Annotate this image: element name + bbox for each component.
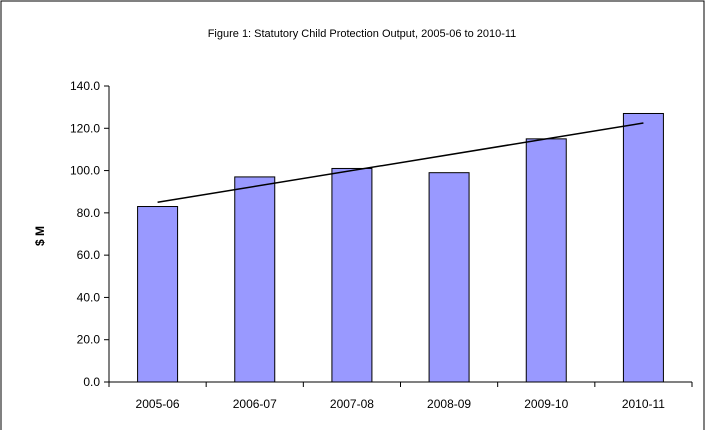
bar-2009-10: [525, 138, 567, 383]
x-tick-label: 2010-11: [622, 397, 665, 411]
bar-series: [137, 112, 664, 383]
y-tick-label: 120.0: [70, 121, 100, 135]
chart-title: Figure 1: Statutory Child Protection Out…: [208, 28, 517, 40]
y-tick-label: 100.0: [70, 164, 100, 178]
x-tick-label: 2005-06: [136, 397, 180, 411]
bar-2007-08: [331, 167, 373, 383]
bar-2006-07: [234, 176, 276, 383]
bar-2008-09: [428, 172, 470, 383]
y-tick-label: 40.0: [77, 290, 101, 304]
x-axis: 2005-06 2006-07 2007-08 2008-09 2009-10 2010-…: [108, 381, 693, 411]
trendline: [157, 122, 644, 204]
x-tick-label: 2009-10: [524, 397, 568, 411]
x-tick-label: 2007-08: [330, 397, 374, 411]
trendline-group: [157, 122, 644, 204]
y-tick-label: 60.0: [77, 248, 101, 262]
y-axis: 0.0 20.0 40.0 60.0 80.0 100.0 120.0 140.0: [70, 79, 110, 389]
y-axis-label: $ M: [33, 226, 47, 246]
y-tick-label: 140.0: [70, 79, 100, 93]
y-tick-label: 80.0: [77, 206, 101, 220]
bar-2010-11: [622, 112, 664, 383]
x-tick-label: 2008-09: [427, 397, 471, 411]
y-tick-label: 20.0: [77, 333, 101, 347]
y-tick-label: 0.0: [83, 375, 100, 389]
bar-2005-06: [137, 206, 179, 383]
x-tick-label: 2006-07: [233, 397, 277, 411]
